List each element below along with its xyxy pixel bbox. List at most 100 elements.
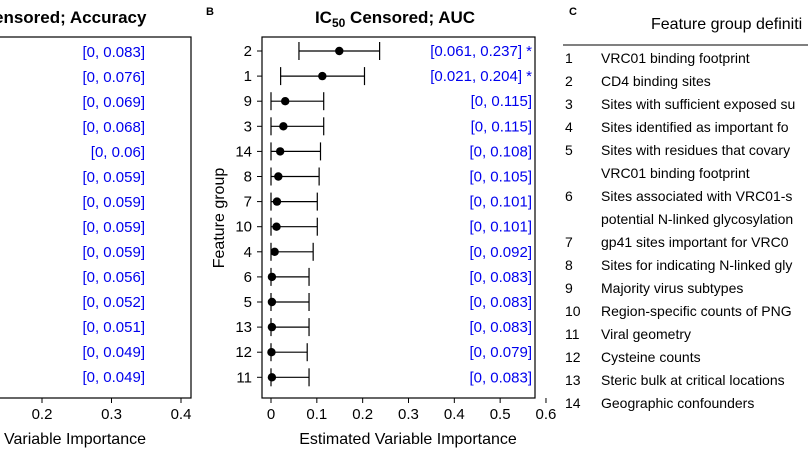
panel-c: C Feature group definiti 1 VRC01 binding … (563, 6, 808, 411)
panel-a-interval-label: [0, 0.052] (82, 294, 145, 311)
panel-b-interval-label: [0, 0.083] (469, 269, 532, 286)
definition-number: 1 (565, 50, 573, 66)
definition-text: Sites associated with VRC01-s (601, 188, 792, 204)
panel-b-interval-label: [0, 0.105] (469, 169, 532, 186)
panel-b-x-tick-label: 0.6 (536, 406, 557, 423)
estimate-point (267, 322, 277, 332)
estimate-point (270, 247, 279, 256)
panel-b-interval-label: [0, 0.092] (469, 244, 532, 261)
estimate-point (335, 46, 344, 56)
definition-text: Sites with residues that covary (601, 142, 790, 158)
estimate-point (272, 197, 282, 206)
panel-b-interval-label: [0, 0.101] (469, 219, 532, 236)
panel-a-x-tick-label: 0.4 (171, 406, 192, 423)
panel-a-x-tick-label: 0.2 (32, 406, 53, 423)
panel-b-y-tick-label: 3 (244, 118, 252, 135)
panel-b-data-marks (267, 42, 381, 387)
definition-text: Majority virus subtypes (601, 280, 743, 296)
panel-b-y-tick-label: 8 (244, 169, 252, 186)
definition-text: Sites for indicating N-linked gly (601, 257, 792, 273)
panel-c-definition-list: 1 VRC01 binding footprint 2 CD4 binding sit… (565, 50, 795, 411)
panel-b-x-tick-label: 0 (267, 406, 275, 423)
definition-number: 8 (565, 257, 573, 273)
definition-text: Sites identified as important fo (601, 119, 789, 135)
panel-a-interval-label: [0, 0.059] (82, 244, 145, 261)
estimate-point (272, 222, 281, 231)
panel-b-y-tick-label: 7 (244, 194, 252, 211)
panel-a-interval-label: [0, 0.059] (82, 169, 145, 186)
panel-b-x-tick-label: 0.4 (444, 406, 465, 423)
panel-c-title: Feature group definiti (651, 16, 802, 33)
definition-number: 2 (565, 73, 573, 89)
panel-b-y-tick-label: 4 (244, 244, 252, 261)
estimate-point (281, 97, 290, 106)
panel-b-y-tick-label: 14 (235, 143, 252, 160)
panel-a-x-axis-label: l Variable Importance (0, 431, 146, 448)
panel-b-y-tick-label: 9 (244, 93, 252, 110)
panel-a-plot-frame (0, 36, 192, 399)
panel-b-x-axis-label: Estimated Variable Importance (299, 431, 517, 448)
panel-b-interval-label: [0, 0.115] (471, 118, 532, 135)
panel-a-interval-label: [0, 0.049] (82, 344, 145, 361)
estimate-point (267, 348, 276, 357)
definition-number: 10 (565, 303, 581, 319)
panel-b-x-tick-label: 0.2 (352, 406, 373, 423)
panel-b-plot-frame (261, 36, 536, 399)
panel-b: B IC50 Censored; AUC 2 1 9 3 14 8 7 10 4 6 5 13 12 11… (206, 6, 556, 448)
definition-text: potential N-linked glycosylation (601, 211, 793, 227)
definition-text: Steric bulk at critical locations (601, 372, 785, 388)
definition-number: 9 (565, 280, 573, 296)
definition-text: VRC01 binding footprint (601, 50, 750, 66)
panel-b-y-tick-label: 5 (244, 294, 252, 311)
panel-a-interval-labels: [0, 0.083] [0, 0.076] [0, 0.069] [0, 0.068]… (82, 44, 145, 386)
definition-number: 11 (565, 326, 580, 342)
panel-b-y-tick-label: 1 (244, 68, 252, 85)
panel-c-letter: C (569, 6, 577, 18)
panel-b-title: IC50 Censored; AUC (315, 8, 475, 30)
panel-a-interval-label: [0, 0.049] (82, 369, 145, 386)
panel-b-x-tick-label: 0.5 (490, 406, 511, 423)
panel-b-x-axis: 0 0.1 0.2 0.3 0.4 0.5 0.6 (267, 398, 557, 423)
panel-b-interval-label: [0, 0.083] (469, 319, 532, 336)
estimate-point (274, 172, 283, 181)
definition-number: 12 (565, 349, 581, 365)
panel-a-title: ensored; Accuracy (0, 8, 147, 27)
estimate-point (275, 147, 285, 156)
panel-b-y-axis: 2 1 9 3 14 8 7 10 4 6 5 13 12 11 (235, 43, 262, 386)
panel-a-interval-label: [0, 0.059] (82, 194, 145, 211)
definition-number: 13 (565, 372, 581, 388)
definition-number: 5 (565, 142, 573, 158)
definition-number: 7 (565, 234, 573, 250)
panel-b-x-tick-label: 0.3 (398, 406, 419, 423)
panel-b-y-tick-label: 6 (244, 269, 252, 286)
panel-b-interval-label: [0, 0.083] (469, 369, 532, 386)
definition-text: Geographic confounders (601, 395, 754, 411)
panel-b-y-tick-label: 10 (235, 219, 252, 236)
panel-b-y-tick-label: 2 (244, 43, 252, 60)
panel-a-interval-label: [0, 0.059] (82, 219, 145, 236)
panel-a-interval-label: [0, 0.076] (82, 69, 145, 86)
definition-number: 6 (565, 188, 573, 204)
definition-text: Region-specific counts of PNG (601, 303, 792, 319)
definition-text: Cysteine counts (601, 349, 701, 365)
panel-b-y-axis-label: Feature group (211, 168, 228, 269)
panel-b-interval-label: [0, 0.083] (469, 294, 532, 311)
definition-text: Viral geometry (601, 326, 691, 342)
definition-number: 14 (565, 395, 581, 411)
panel-a-x-axis: 0.2 0.3 0.4 (32, 398, 192, 423)
panel-a: ensored; Accuracy [0, 0.083][0, 0.076][0… (0, 8, 192, 448)
definition-number: 3 (565, 96, 573, 112)
panel-a-interval-label: [0, 0.056] (82, 269, 145, 286)
definition-text: VRC01 binding footprint (601, 165, 750, 181)
estimate-point (267, 373, 277, 382)
panel-a-interval-label: [0, 0.069] (82, 94, 145, 111)
panel-a-interval-label: [0, 0.068] (82, 119, 145, 136)
panel-b-letter: B (206, 6, 214, 18)
panel-b-x-tick-label: 0.1 (306, 406, 327, 423)
panel-b-y-tick-label: 13 (235, 319, 252, 336)
definition-text: CD4 binding sites (601, 73, 711, 89)
panel-a-interval-label: [0, 0.051] (82, 319, 145, 336)
panel-b-y-tick-label: 12 (235, 344, 252, 361)
panel-a-interval-label: [0, 0.083] (82, 44, 145, 61)
